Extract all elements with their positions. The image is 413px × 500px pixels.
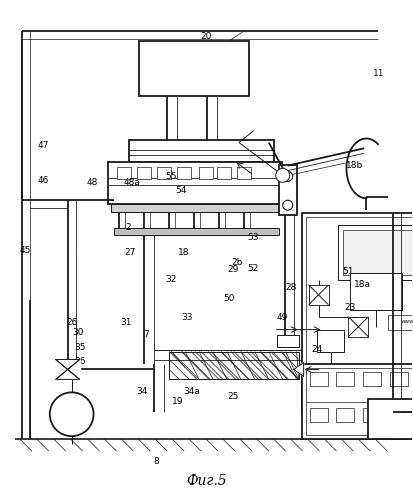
Bar: [236, 168, 250, 179]
Bar: [139, 41, 248, 96]
Text: 35: 35: [74, 342, 86, 351]
Polygon shape: [293, 362, 303, 376]
Bar: [303, 376, 343, 384]
Text: 53: 53: [247, 233, 259, 242]
Bar: [107, 162, 281, 204]
Bar: [169, 352, 298, 380]
Bar: [157, 168, 171, 179]
Text: 26: 26: [66, 318, 78, 326]
Text: 28: 28: [284, 283, 296, 292]
Bar: [389, 372, 407, 386]
Bar: [336, 372, 354, 386]
Bar: [216, 168, 230, 179]
Circle shape: [282, 172, 292, 181]
Bar: [309, 408, 327, 422]
Bar: [117, 168, 131, 179]
Text: 18a: 18a: [354, 280, 370, 289]
Bar: [343, 230, 412, 275]
Text: 20: 20: [200, 32, 211, 42]
Text: 47: 47: [38, 141, 49, 150]
Text: 55: 55: [165, 172, 176, 181]
Text: 19: 19: [171, 398, 183, 406]
Polygon shape: [56, 360, 79, 380]
Text: 49: 49: [276, 312, 287, 322]
Bar: [111, 204, 278, 212]
Bar: [305, 368, 413, 435]
Bar: [301, 213, 413, 412]
Text: 50: 50: [223, 294, 234, 304]
Text: 34: 34: [136, 388, 147, 396]
Bar: [348, 316, 368, 336]
Text: 30: 30: [72, 328, 84, 336]
Text: 2b: 2b: [231, 258, 242, 267]
Text: 7a: 7a: [62, 365, 74, 374]
Text: 7: 7: [143, 330, 149, 339]
Circle shape: [282, 200, 292, 210]
Text: 48a: 48a: [123, 178, 140, 188]
Text: 18b: 18b: [345, 161, 362, 170]
Bar: [316, 330, 344, 351]
Bar: [338, 225, 413, 280]
Text: 36: 36: [74, 358, 86, 366]
Text: 51: 51: [342, 267, 353, 276]
Circle shape: [50, 392, 93, 436]
Bar: [137, 168, 151, 179]
Text: 25: 25: [227, 392, 238, 402]
Text: 48: 48: [87, 178, 98, 188]
Bar: [303, 362, 343, 376]
Bar: [368, 400, 413, 439]
Text: 46: 46: [38, 176, 49, 185]
Circle shape: [275, 168, 289, 182]
Bar: [301, 364, 413, 439]
Bar: [305, 217, 413, 408]
Bar: [363, 372, 380, 386]
Bar: [199, 168, 213, 179]
Bar: [389, 408, 407, 422]
Bar: [309, 372, 327, 386]
Text: 32: 32: [165, 276, 176, 284]
Text: 18: 18: [177, 248, 189, 257]
Text: 52: 52: [247, 264, 259, 274]
Text: 11: 11: [373, 69, 384, 78]
Text: 29: 29: [227, 266, 238, 274]
Text: www: www: [399, 319, 413, 324]
Bar: [336, 408, 354, 422]
Bar: [387, 314, 413, 330]
Bar: [363, 408, 380, 422]
Bar: [276, 334, 298, 346]
Text: 2: 2: [125, 223, 130, 232]
Text: 33: 33: [181, 312, 193, 322]
Bar: [114, 228, 278, 235]
Text: 23: 23: [344, 302, 355, 312]
Text: 8: 8: [153, 457, 159, 466]
Text: Фиг.5: Фиг.5: [185, 474, 226, 488]
Text: 34a: 34a: [183, 388, 199, 396]
Text: 54: 54: [175, 186, 187, 195]
Text: 27: 27: [124, 248, 135, 257]
Bar: [278, 166, 296, 215]
Text: 24: 24: [311, 345, 322, 354]
Bar: [129, 140, 273, 162]
Bar: [349, 273, 401, 310]
Text: 45: 45: [20, 246, 31, 254]
Bar: [308, 285, 328, 305]
Text: 31: 31: [120, 318, 131, 326]
Bar: [177, 168, 191, 179]
